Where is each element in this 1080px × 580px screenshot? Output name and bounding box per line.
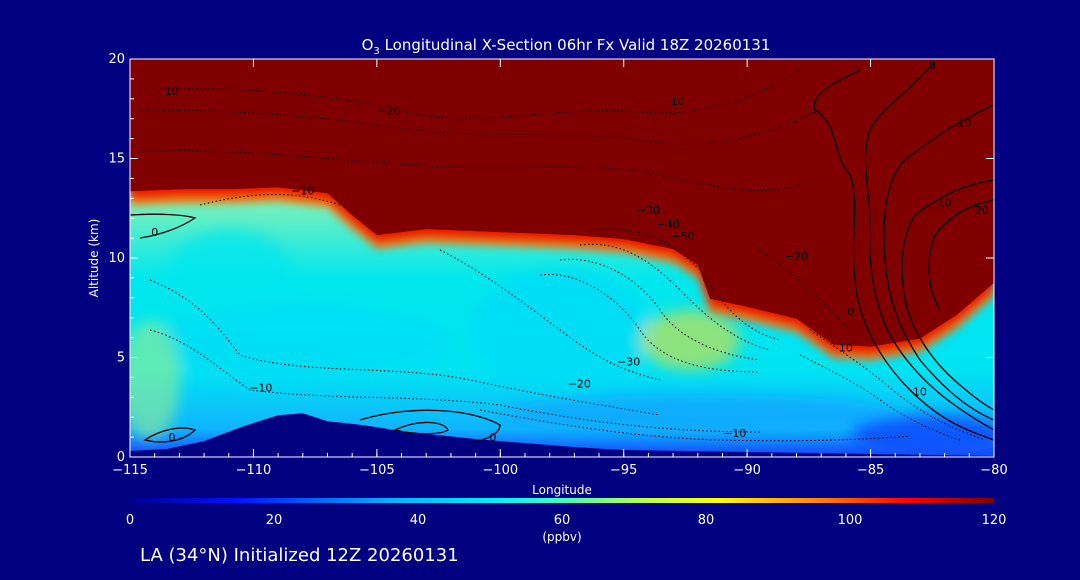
- contour-label: −10: [155, 85, 178, 98]
- contour-label: −10: [661, 95, 684, 108]
- x-axis: −115 −110 −105 −100 −95 −90 −85 −80: [112, 59, 1008, 478]
- contour-label: 10: [938, 196, 952, 209]
- contour-label: 20: [975, 204, 989, 217]
- contour-label: 0: [169, 431, 176, 444]
- contour-label: −10: [291, 184, 314, 197]
- contour-label: 0: [847, 306, 854, 319]
- y-tick-label: 20: [108, 52, 125, 67]
- x-tick-label: −100: [482, 463, 518, 478]
- colorbar-tick-label: 20: [266, 513, 283, 528]
- colorbar-tick-label: 40: [410, 513, 427, 528]
- contour-label: −20: [785, 250, 808, 263]
- ozone-field: −10−20−10010−100−30−40−50−201020010−30−2…: [130, 59, 994, 457]
- contour-label: −20: [378, 105, 401, 118]
- colorbar-tick-label: 100: [838, 513, 863, 528]
- contour-label: −20: [568, 377, 591, 390]
- contour-label: −40: [656, 218, 679, 231]
- colorbar-tick-label: 80: [698, 513, 715, 528]
- y-tick-label: 5: [117, 351, 125, 366]
- contour-label: −50: [671, 230, 694, 243]
- colorbar-tick-label: 120: [982, 513, 1007, 528]
- terrain-mask: [130, 413, 994, 457]
- x-tick-label: −110: [236, 463, 272, 478]
- contour-label: −30: [617, 356, 640, 369]
- contour-label: 0: [929, 59, 936, 72]
- y-tick-label: 0: [117, 450, 125, 465]
- x-tick-label: −90: [733, 463, 760, 478]
- contour-label: 10: [957, 117, 971, 130]
- contour-label: 10: [839, 342, 853, 355]
- chart-title: O3 Longitudinal X-Section 06hr Fx Valid …: [362, 36, 771, 57]
- x-tick-label: −80: [980, 463, 1007, 478]
- y-axis: 0 5 10 15 20: [108, 52, 994, 465]
- initialization-footer: LA (34°N) Initialized 12Z 20260131: [140, 545, 459, 566]
- contour-label: 0: [489, 431, 496, 444]
- x-tick-label: −115: [112, 463, 148, 478]
- y-tick-label: 15: [108, 152, 125, 167]
- contour-labels: −10−20−10010−100−30−40−50−201020010−30−2…: [151, 59, 989, 444]
- x-tick-label: −95: [610, 463, 637, 478]
- x-axis-label: Longitude: [532, 483, 592, 497]
- x-tick-label: −85: [857, 463, 884, 478]
- colorbar-tick-label: 0: [126, 513, 134, 528]
- y-tick-label: 10: [108, 251, 125, 266]
- colorbar: [130, 498, 994, 503]
- contour-label: 0: [151, 226, 158, 239]
- colorbar-label: (ppbv): [542, 530, 581, 544]
- contour-lines: [130, 61, 994, 443]
- contour-label: −30: [637, 204, 660, 217]
- colorbar-ticks: 0 20 40 60 80 100 120: [126, 513, 1007, 528]
- colorbar-tick-label: 60: [554, 513, 571, 528]
- contour-label: −10: [249, 381, 272, 394]
- contour-label: −10: [723, 427, 746, 440]
- y-axis-label: Altitude (km): [87, 219, 101, 298]
- x-tick-label: −105: [359, 463, 395, 478]
- contour-label: 10: [913, 385, 927, 398]
